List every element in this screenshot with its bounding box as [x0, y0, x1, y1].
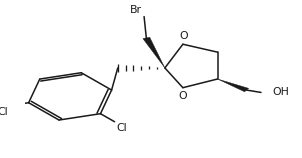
Text: Br: Br — [130, 5, 142, 15]
Text: Cl: Cl — [117, 123, 127, 133]
Text: O: O — [178, 91, 187, 100]
Text: O: O — [179, 31, 188, 41]
Polygon shape — [217, 79, 249, 92]
Polygon shape — [143, 37, 165, 68]
Text: OH: OH — [272, 87, 289, 97]
Text: Cl: Cl — [0, 107, 8, 117]
